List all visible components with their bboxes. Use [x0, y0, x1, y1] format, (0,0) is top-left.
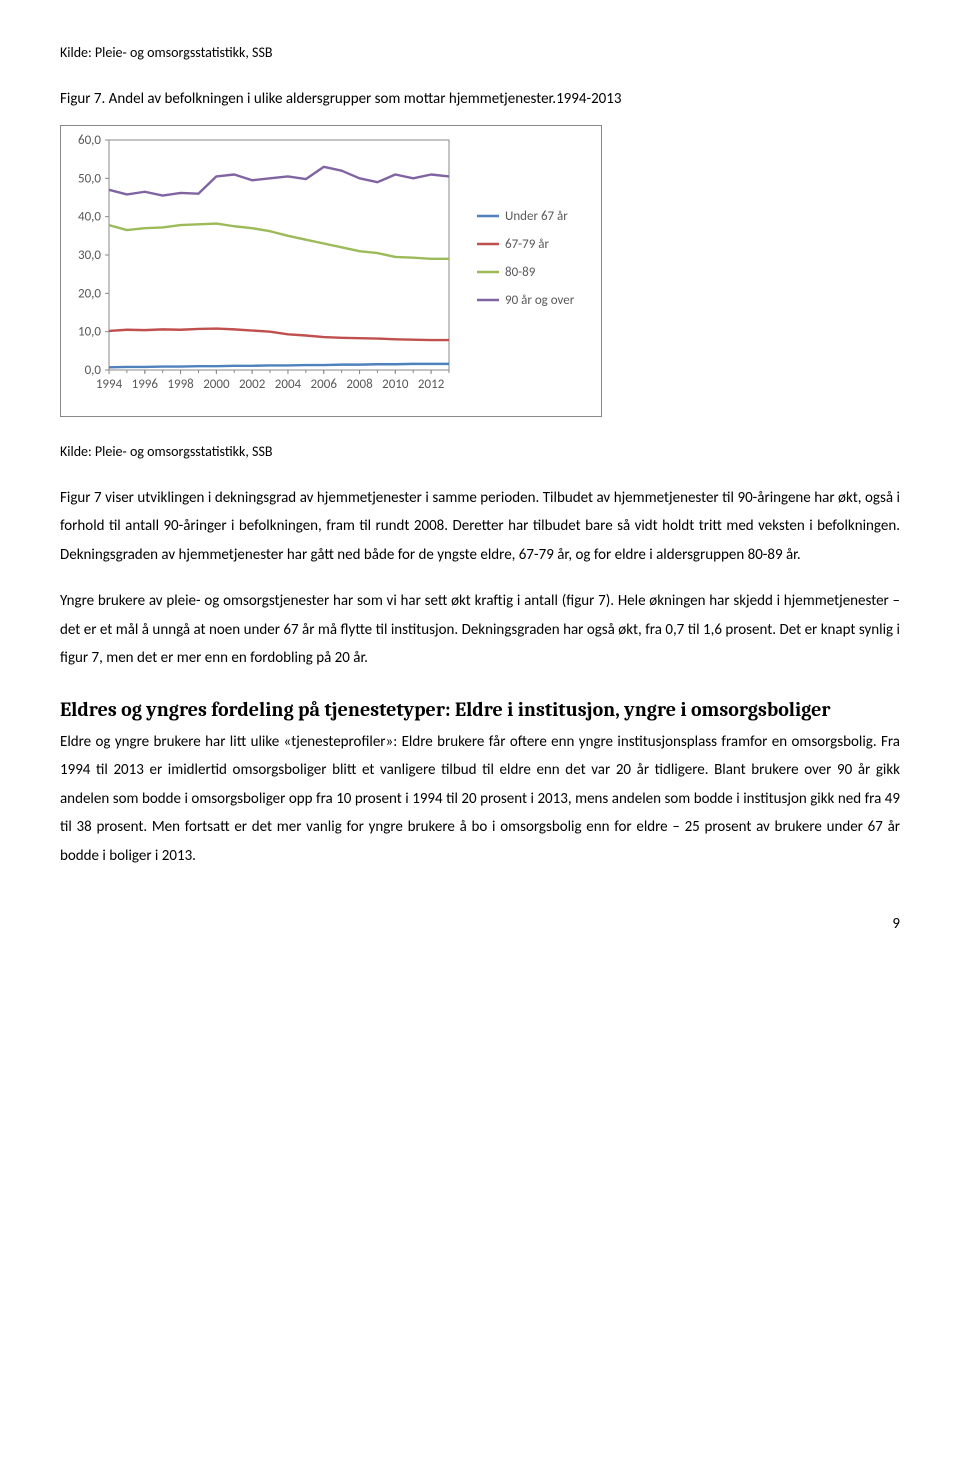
- svg-text:Under 67 år: Under 67 år: [505, 209, 568, 224]
- svg-text:2000: 2000: [203, 377, 230, 392]
- svg-text:90 år og over: 90 år og over: [505, 293, 575, 308]
- svg-text:40,0: 40,0: [78, 210, 101, 225]
- source-top: Kilde: Pleie- og omsorgsstatistikk, SSB: [60, 40, 900, 67]
- svg-text:1994: 1994: [96, 377, 123, 392]
- section-heading: Eldres og yngres fordeling på tjenestety…: [60, 697, 900, 722]
- page-number: 9: [60, 910, 900, 939]
- svg-text:2012: 2012: [418, 377, 445, 392]
- svg-text:2004: 2004: [275, 377, 302, 392]
- svg-text:2002: 2002: [239, 377, 266, 392]
- paragraph-3: Eldre og yngre brukere har litt ulike «t…: [60, 728, 900, 871]
- svg-text:1996: 1996: [132, 377, 159, 392]
- paragraph-1: Figur 7 viser utviklingen i dekningsgrad…: [60, 484, 900, 570]
- line-chart-svg: 0,0 10,0 20,0 30,0 40,0 50,0 60,0 1994 1996 1998 2…: [61, 126, 601, 416]
- figure-7-chart: 0,0 10,0 20,0 30,0 40,0 50,0 60,0 1994 1996 1998 2…: [60, 125, 602, 417]
- svg-text:20,0: 20,0: [78, 286, 101, 301]
- figure-caption: Figur 7. Andel av befolkningen i ulike a…: [60, 85, 900, 114]
- svg-text:2010: 2010: [382, 377, 409, 392]
- svg-text:0,0: 0,0: [85, 363, 102, 378]
- svg-text:10,0: 10,0: [78, 325, 101, 340]
- paragraph-2: Yngre brukere av pleie- og omsorgstjenes…: [60, 587, 900, 673]
- svg-text:1998: 1998: [167, 377, 194, 392]
- svg-text:2008: 2008: [346, 377, 373, 392]
- svg-text:60,0: 60,0: [78, 133, 101, 148]
- source-below-chart: Kilde: Pleie- og omsorgsstatistikk, SSB: [60, 439, 900, 466]
- svg-text:2006: 2006: [311, 377, 338, 392]
- svg-text:50,0: 50,0: [78, 171, 101, 186]
- svg-text:80-89: 80-89: [505, 265, 536, 280]
- svg-text:30,0: 30,0: [78, 248, 101, 263]
- svg-text:67-79 år: 67-79 år: [505, 237, 550, 252]
